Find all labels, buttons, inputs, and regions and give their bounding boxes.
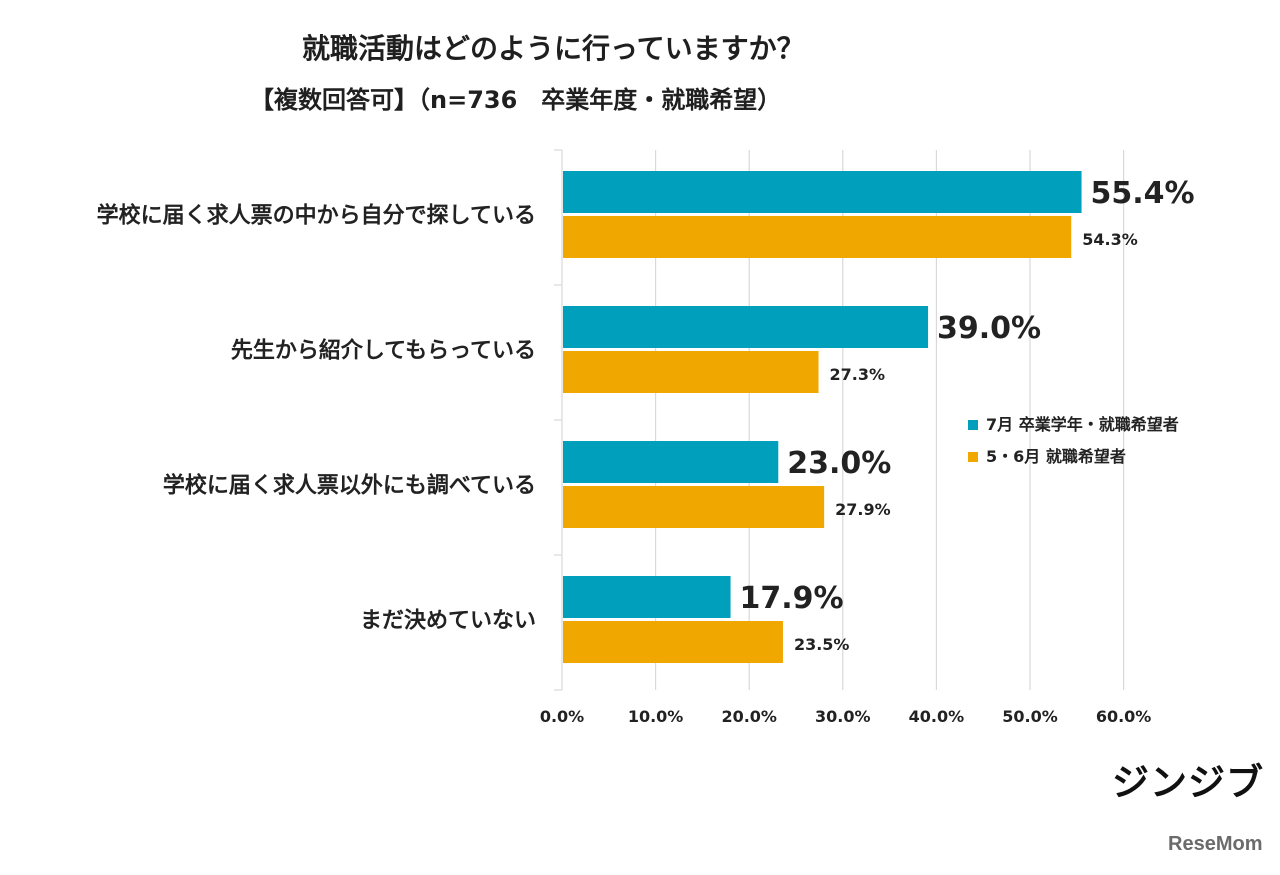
x-tick-label: 30.0% xyxy=(815,707,871,726)
x-tick-label: 20.0% xyxy=(721,707,777,726)
bar-series-1 xyxy=(563,441,779,483)
bar-series-2 xyxy=(563,216,1072,258)
data-label-series-2: 27.3% xyxy=(830,365,886,384)
chart-title: 就職活動はどのように行っていますか？ xyxy=(302,32,805,65)
data-label-series-1: 23.0% xyxy=(787,446,891,481)
category-label: 学校に届く求人票の中から自分で探している xyxy=(97,203,536,229)
chart-subtitle: 【複数回答可】（n=736 卒業年度・就職希望） xyxy=(250,86,782,114)
data-label-series-1: 17.9% xyxy=(740,581,844,616)
data-label-series-2: 23.5% xyxy=(794,635,850,654)
x-tick-label: 50.0% xyxy=(1002,707,1058,726)
source-logo: ReseMom xyxy=(1168,833,1263,855)
bar-series-2 xyxy=(563,486,825,528)
bar-series-1 xyxy=(563,171,1082,213)
bar-series-2 xyxy=(563,351,819,393)
legend-swatch-series-1 xyxy=(968,420,978,430)
legend-label-series-1: 7月 卒業学年・就職希望者 xyxy=(986,415,1179,434)
data-label-series-2: 54.3% xyxy=(1082,230,1138,249)
data-label-series-2: 27.9% xyxy=(835,500,891,519)
category-label: 先生から紹介してもらっている xyxy=(231,338,536,364)
data-label-series-1: 55.4% xyxy=(1091,176,1195,211)
x-tick-label: 0.0% xyxy=(540,707,584,726)
x-tick-label: 10.0% xyxy=(628,707,684,726)
x-tick-label: 60.0% xyxy=(1096,707,1152,726)
bar-series-1 xyxy=(563,576,731,618)
data-label-series-1: 39.0% xyxy=(937,311,1041,346)
brand-logo: ジンジブ xyxy=(1112,761,1264,804)
bar-series-1 xyxy=(563,306,929,348)
x-tick-label: 40.0% xyxy=(909,707,965,726)
legend-label-series-2: 5・6月 就職希望者 xyxy=(986,447,1126,466)
legend-swatch-series-2 xyxy=(968,452,978,462)
category-label: 学校に届く求人票以外にも調べている xyxy=(163,473,536,499)
category-label: まだ決めていない xyxy=(360,609,536,634)
bar-series-2 xyxy=(563,621,783,663)
